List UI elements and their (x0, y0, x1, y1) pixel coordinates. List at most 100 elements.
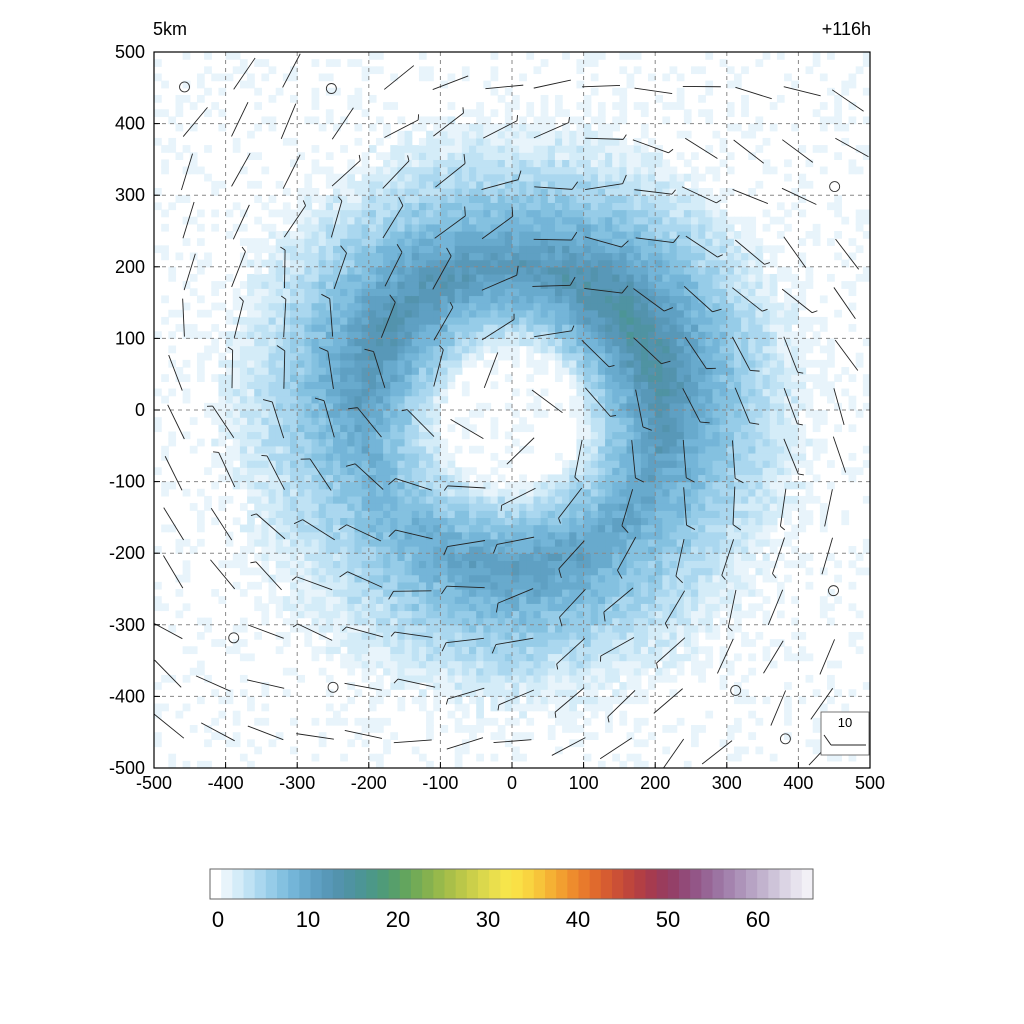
field-cell (311, 238, 320, 246)
field-cell (533, 395, 542, 404)
field-cell (519, 216, 527, 225)
field-cell (554, 145, 563, 153)
field-cell (290, 410, 298, 418)
field-cell (633, 281, 642, 289)
field-cell (597, 259, 606, 268)
field-cell (633, 145, 642, 153)
field-cell (418, 209, 427, 218)
field-cell (397, 281, 406, 289)
field-cell (447, 180, 456, 189)
field-cell (440, 474, 449, 483)
field-cell (333, 524, 341, 533)
field-cell (361, 288, 370, 297)
field-cell (590, 331, 599, 339)
field-cell (676, 624, 685, 633)
field-cell (619, 488, 628, 497)
field-cell (375, 603, 384, 612)
field-cell (340, 603, 348, 612)
field-cell (261, 574, 270, 583)
field-cell (562, 130, 570, 139)
field-cell (368, 359, 377, 368)
field-cell (261, 281, 270, 289)
field-cell (526, 324, 535, 332)
field-cell (469, 295, 477, 304)
field-cell (354, 603, 363, 612)
field-cell (633, 381, 642, 390)
field-cell (154, 137, 162, 146)
field-cell (583, 610, 592, 619)
field-cell (662, 460, 671, 468)
field-cell (232, 345, 241, 354)
field-cell (411, 395, 420, 404)
field-cell (325, 238, 334, 246)
field-cell (605, 574, 613, 583)
field-cell (275, 495, 284, 504)
field-cell (433, 180, 441, 189)
field-cell (418, 331, 427, 339)
field-cell (275, 273, 284, 282)
field-cell (626, 295, 635, 304)
field-cell (512, 331, 520, 339)
field-cell (368, 560, 377, 569)
field-cell (547, 710, 556, 719)
field-cell (583, 94, 592, 103)
field-cell (519, 682, 527, 690)
field-cell (368, 223, 377, 232)
field-cell (411, 639, 420, 647)
field-cell (239, 524, 248, 533)
field-cell (375, 209, 384, 218)
field-cell (461, 703, 470, 712)
field-cell (683, 589, 692, 597)
field-cell (447, 367, 456, 375)
field-cell (619, 538, 628, 547)
field-cell (261, 302, 270, 311)
field-cell (476, 145, 484, 153)
field-cell (576, 424, 585, 433)
field-cell (211, 689, 220, 697)
field-cell (397, 474, 406, 483)
field-cell (547, 137, 556, 146)
field-cell (275, 596, 284, 604)
field-cell (483, 273, 492, 282)
field-cell (340, 488, 348, 497)
field-cell (433, 538, 441, 547)
field-cell (540, 202, 549, 211)
field-cell (483, 245, 492, 254)
field-cell (562, 717, 570, 726)
field-cell (433, 345, 441, 354)
field-cell (275, 209, 284, 218)
field-cell (261, 367, 270, 375)
field-cell (519, 631, 527, 640)
field-cell (605, 725, 613, 733)
field-cell (476, 495, 484, 504)
field-cell (318, 574, 327, 583)
field-cell (469, 581, 477, 590)
field-cell (168, 481, 177, 490)
field-cell (633, 725, 642, 733)
field-cell (669, 166, 678, 175)
field-cell (576, 137, 585, 146)
field-cell (640, 610, 649, 619)
field-cell (447, 689, 456, 697)
field-cell (476, 309, 484, 318)
field-cell (512, 646, 520, 655)
field-cell (648, 503, 656, 511)
field-cell (490, 309, 499, 318)
field-cell (161, 159, 169, 168)
field-cell (282, 689, 291, 697)
field-cell (404, 603, 413, 612)
field-cell (290, 402, 298, 411)
field-cell (225, 560, 234, 569)
field-cell (583, 59, 592, 67)
field-cell (633, 717, 642, 726)
field-cell (390, 395, 399, 404)
field-cell (411, 202, 420, 211)
field-cell (562, 359, 570, 368)
field-cell (526, 617, 535, 626)
field-cell (189, 324, 198, 332)
field-cell (626, 309, 635, 318)
field-cell (669, 617, 678, 626)
field-cell (569, 503, 578, 511)
field-cell (175, 152, 184, 160)
field-cell (318, 589, 327, 597)
